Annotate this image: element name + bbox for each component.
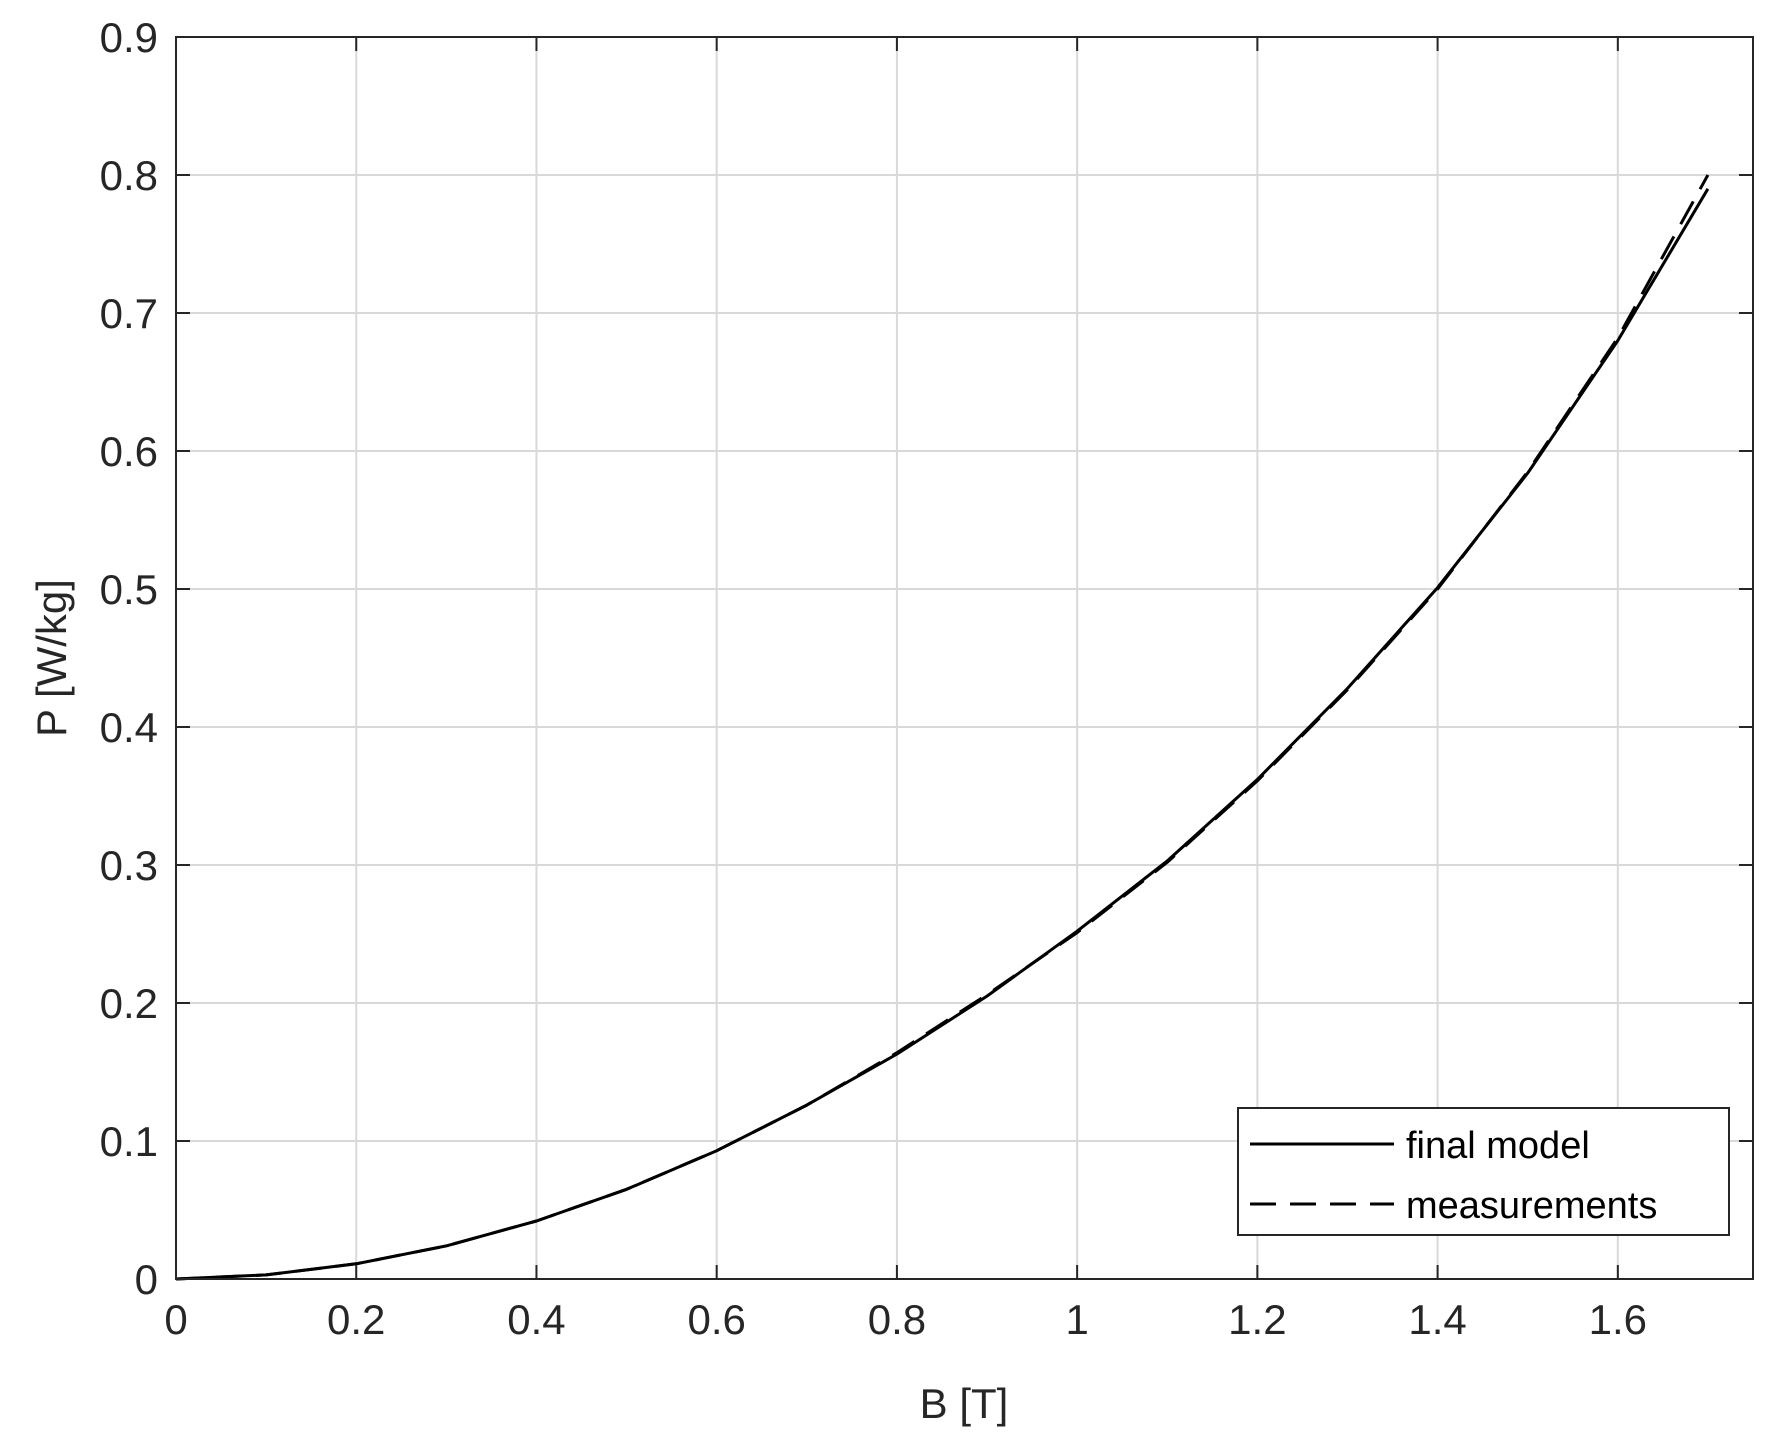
legend-box [1237, 1107, 1730, 1236]
y-tick-labels: 0 0.1 0.2 0.3 0.4 0.5 0.6 0.7 0.8 0.9 [100, 14, 158, 1303]
y-tick-label: 0 [135, 1256, 158, 1303]
tick-marks [175, 36, 1753, 1280]
x-tick-label: 1.6 [1589, 1296, 1647, 1343]
y-tick-label: 0.7 [100, 290, 158, 337]
x-tick-label: 0 [164, 1296, 187, 1343]
grid [176, 37, 1753, 1279]
legend: final model measurements [1237, 1107, 1730, 1236]
series-lines [175, 174, 1710, 1281]
plot-background [176, 37, 1753, 1279]
x-tick-labels: 0 0.2 0.4 0.6 0.8 1 1.2 1.4 1.6 [164, 1296, 1647, 1343]
y-tick-label: 0.1 [100, 1118, 158, 1165]
legend-label-final-model: final model [1406, 1125, 1590, 1167]
x-tick-label: 0.2 [327, 1296, 385, 1343]
y-tick-label: 0.5 [100, 566, 158, 613]
y-tick-label: 0.3 [100, 842, 158, 889]
axes-box [175, 36, 1754, 1280]
x-tick-label: 1 [1065, 1296, 1088, 1343]
legend-label-measurements: measurements [1406, 1185, 1657, 1227]
x-tick-label: 1.4 [1408, 1296, 1466, 1343]
x-tick-label: 1.2 [1228, 1296, 1286, 1343]
x-axis-label: B [T] [920, 1380, 1009, 1427]
x-tick-label: 0.4 [507, 1296, 565, 1343]
y-tick-label: 0.4 [100, 704, 158, 751]
y-tick-label: 0.6 [100, 428, 158, 475]
series-line-measurements [175, 174, 1710, 1281]
y-tick-label: 0.9 [100, 14, 158, 61]
y-tick-label: 0.2 [100, 980, 158, 1027]
y-tick-label: 0.8 [100, 152, 158, 199]
x-tick-label: 0.6 [687, 1296, 745, 1343]
x-tick-label: 0.8 [868, 1296, 926, 1343]
y-axis-label: P [W/kg] [28, 579, 75, 737]
